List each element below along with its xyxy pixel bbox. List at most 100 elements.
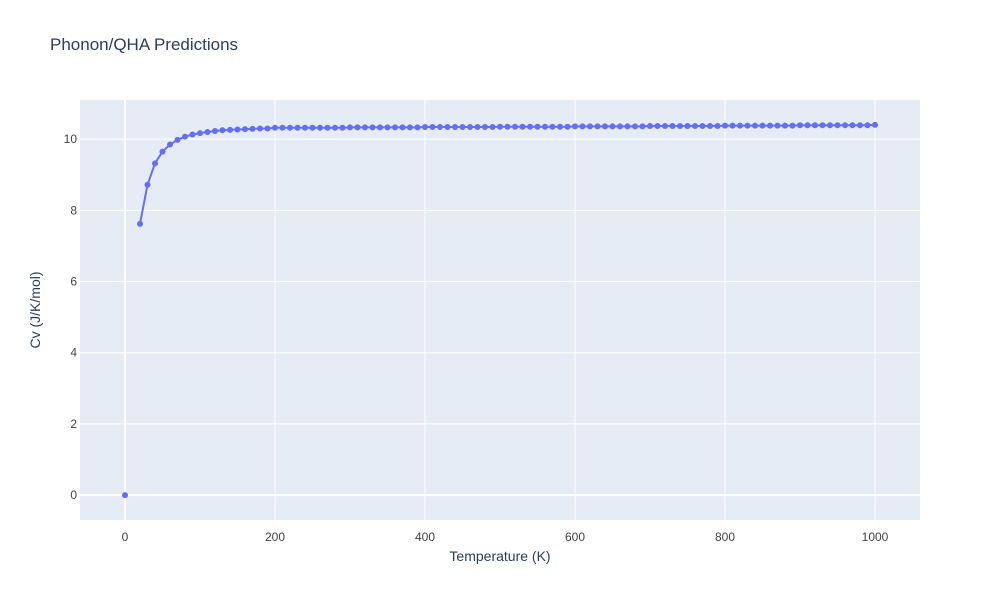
y-tick-label: 8 bbox=[70, 203, 77, 217]
data-point bbox=[767, 122, 773, 129]
data-point bbox=[842, 122, 848, 129]
data-point bbox=[804, 122, 811, 129]
data-point bbox=[257, 125, 263, 132]
data-point bbox=[662, 122, 668, 129]
data-point bbox=[122, 492, 128, 499]
data-point bbox=[287, 124, 293, 131]
x-tick-label: 400 bbox=[415, 530, 435, 544]
data-point bbox=[332, 124, 338, 131]
data-point bbox=[759, 122, 766, 129]
data-point bbox=[144, 181, 151, 188]
data-point bbox=[467, 124, 473, 131]
data-point bbox=[309, 124, 316, 131]
data-point bbox=[617, 123, 623, 130]
data-point bbox=[459, 124, 466, 131]
data-point bbox=[714, 122, 721, 129]
data-point bbox=[684, 122, 691, 129]
data-point bbox=[647, 122, 653, 129]
data-point bbox=[519, 123, 526, 130]
x-tick-label: 800 bbox=[715, 530, 735, 544]
data-point bbox=[782, 122, 788, 129]
data-point bbox=[654, 122, 661, 129]
chart-title: Phonon/QHA Predictions bbox=[50, 35, 238, 54]
data-point bbox=[594, 123, 601, 130]
data-point bbox=[699, 122, 706, 129]
data-point bbox=[317, 124, 323, 131]
data-point bbox=[407, 124, 413, 131]
data-point bbox=[414, 124, 421, 131]
data-point bbox=[294, 124, 301, 131]
data-point bbox=[864, 122, 871, 129]
data-point bbox=[564, 123, 571, 130]
data-point bbox=[152, 160, 158, 167]
y-tick-label: 2 bbox=[70, 417, 77, 431]
data-point bbox=[279, 124, 286, 131]
data-point bbox=[677, 122, 683, 129]
data-point bbox=[437, 124, 443, 131]
data-point bbox=[227, 126, 233, 133]
data-point bbox=[587, 123, 593, 130]
data-point bbox=[392, 124, 398, 131]
y-axis-label: Cv (J/K/mol) bbox=[27, 272, 43, 349]
data-point bbox=[272, 124, 278, 131]
data-point bbox=[264, 125, 271, 132]
x-tick-label: 200 bbox=[265, 530, 285, 544]
data-point bbox=[159, 148, 166, 155]
data-point bbox=[572, 123, 578, 130]
data-point bbox=[489, 124, 496, 131]
data-point bbox=[452, 124, 458, 131]
data-point bbox=[234, 126, 241, 133]
data-point bbox=[722, 122, 728, 129]
data-point bbox=[834, 122, 841, 129]
data-point bbox=[789, 122, 796, 129]
data-point bbox=[527, 123, 533, 130]
data-point bbox=[797, 122, 803, 129]
data-point bbox=[369, 124, 376, 131]
data-point bbox=[512, 123, 518, 130]
data-point bbox=[399, 124, 406, 131]
data-point bbox=[774, 122, 781, 129]
data-point bbox=[422, 124, 428, 131]
data-point bbox=[752, 122, 758, 129]
data-point bbox=[729, 122, 736, 129]
data-point bbox=[744, 122, 751, 129]
data-point bbox=[347, 124, 353, 131]
data-point bbox=[212, 127, 218, 134]
data-point bbox=[497, 123, 503, 130]
data-point bbox=[189, 131, 196, 138]
data-point bbox=[167, 141, 173, 148]
data-point bbox=[182, 133, 188, 140]
data-point bbox=[849, 122, 856, 129]
data-point bbox=[579, 123, 586, 130]
data-point bbox=[737, 122, 743, 129]
data-point bbox=[707, 122, 713, 129]
data-point bbox=[872, 121, 878, 128]
data-point bbox=[819, 122, 826, 129]
data-point bbox=[174, 136, 181, 143]
data-point bbox=[362, 124, 368, 131]
data-point bbox=[534, 123, 541, 130]
data-point bbox=[557, 123, 563, 130]
x-tick-label: 1000 bbox=[862, 530, 889, 544]
data-point bbox=[324, 124, 331, 131]
plot-area bbox=[80, 100, 920, 520]
x-axis-label: Temperature (K) bbox=[449, 548, 550, 564]
data-point bbox=[624, 123, 631, 130]
data-point bbox=[639, 123, 646, 130]
data-point bbox=[242, 126, 248, 133]
data-point bbox=[857, 122, 863, 129]
data-point bbox=[197, 130, 203, 137]
data-point bbox=[137, 220, 143, 227]
x-tick-label: 0 bbox=[122, 530, 129, 544]
x-tick-label: 600 bbox=[565, 530, 585, 544]
data-point bbox=[354, 124, 361, 131]
y-tick-label: 10 bbox=[64, 132, 78, 146]
data-point bbox=[632, 123, 638, 130]
y-tick-label: 4 bbox=[70, 346, 77, 360]
data-point bbox=[542, 123, 548, 130]
data-point bbox=[812, 122, 818, 129]
data-point bbox=[482, 124, 488, 131]
y-tick-label: 0 bbox=[70, 488, 77, 502]
data-point bbox=[444, 124, 451, 131]
